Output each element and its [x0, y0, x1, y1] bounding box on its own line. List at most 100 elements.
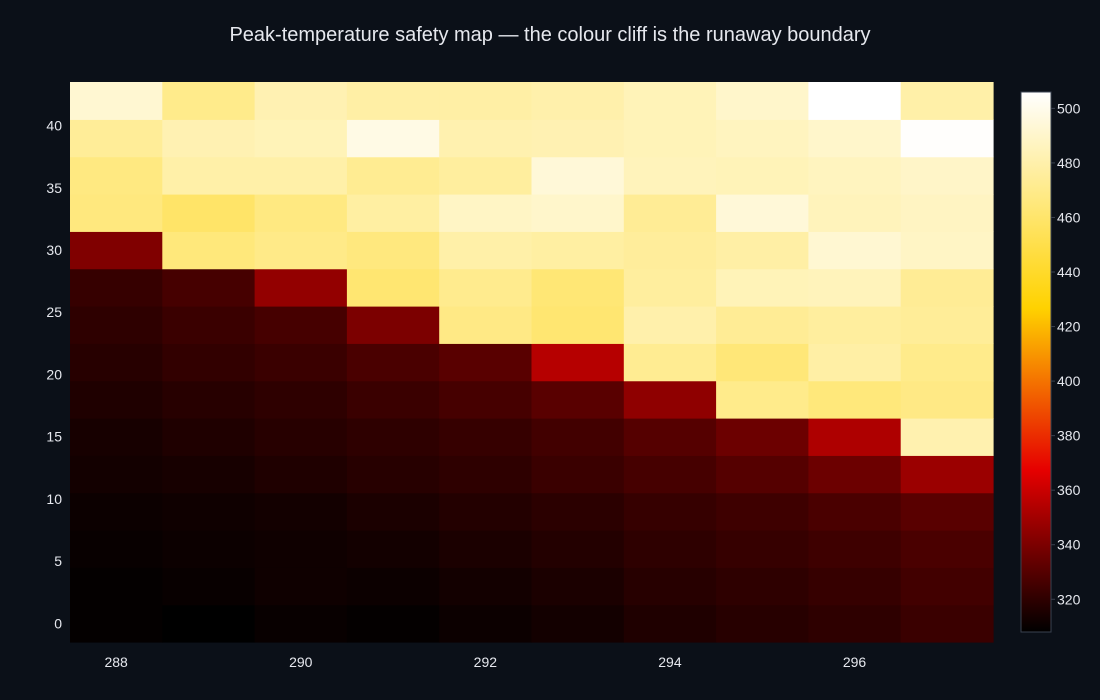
heatmap-cell — [900, 567, 994, 606]
heatmap-cell — [900, 119, 994, 158]
heatmap-cell — [254, 156, 348, 195]
heatmap-cell — [439, 194, 533, 232]
heatmap-cell — [531, 604, 625, 643]
heatmap-cell — [716, 306, 809, 344]
heatmap-cell — [808, 530, 902, 568]
heatmap-cell — [623, 530, 717, 568]
colorbar-tick-label: 360 — [1057, 482, 1081, 498]
heatmap-cell — [346, 530, 440, 568]
heatmap-cell — [346, 380, 440, 419]
heatmap-cell — [716, 194, 809, 232]
x-axis: 288 290 292 294 296 — [104, 654, 866, 670]
x-tick-label: 292 — [474, 654, 498, 670]
colorbar: 320 340 360 380 400 420 440 460 480 500 — [1020, 91, 1081, 633]
x-tick-label: 296 — [843, 654, 867, 670]
heatmap-cell — [162, 231, 256, 270]
colorbar-tick-label: 320 — [1057, 591, 1081, 607]
heatmap-cell — [162, 604, 256, 643]
x-tick-label: 290 — [289, 654, 313, 670]
heatmap-cell — [346, 455, 440, 494]
heatmap-cell — [346, 268, 440, 307]
heatmap-cell — [808, 194, 902, 232]
heatmap-cell — [900, 530, 994, 568]
heatmap-cell — [623, 268, 717, 307]
heatmap-cell — [900, 268, 994, 307]
heatmap-cell — [439, 418, 533, 456]
x-tick-label: 294 — [658, 654, 682, 670]
colorbar-tick-label: 420 — [1057, 319, 1081, 335]
heatmap-cell — [808, 492, 902, 531]
heatmap-cell — [623, 567, 717, 606]
heatmap-cell — [162, 156, 256, 195]
heatmap-cell — [900, 306, 994, 344]
heatmap-cell — [254, 194, 348, 232]
heatmap-cell — [346, 567, 440, 606]
heatmap-cell — [900, 492, 994, 531]
heatmap-cell — [254, 119, 348, 158]
heatmap-cell — [808, 231, 902, 270]
heatmap-cell — [531, 194, 625, 232]
y-tick-label: 15 — [46, 429, 62, 445]
heatmap-cell — [623, 380, 717, 419]
heatmap-cell — [623, 231, 717, 270]
heatmap-cell — [70, 455, 163, 494]
heatmap-cell — [162, 268, 256, 307]
heatmap-cell — [716, 343, 809, 382]
heatmap-cell — [623, 306, 717, 344]
heatmap-cell — [439, 156, 533, 195]
heatmap-cell — [439, 567, 533, 606]
heatmap-cell — [716, 119, 809, 158]
heatmap-cell — [254, 455, 348, 494]
heatmap-cell — [531, 268, 625, 307]
heatmap-cell — [531, 231, 625, 270]
heatmap-cell — [716, 268, 809, 307]
heatmap-cell — [623, 82, 717, 120]
heatmap-cell — [70, 231, 163, 270]
heatmap-cell — [531, 418, 625, 456]
heatmap-cell — [439, 455, 533, 494]
y-tick-label: 40 — [46, 118, 62, 134]
heatmap-cell — [900, 418, 994, 456]
heatmap-cell — [162, 530, 256, 568]
heatmap-cell — [254, 604, 348, 643]
heatmap-cell — [623, 156, 717, 195]
heatmap-cell — [70, 306, 163, 344]
heatmap-cells — [70, 82, 994, 643]
heatmap-cell — [162, 380, 256, 419]
heatmap-cell — [531, 567, 625, 606]
heatmap-cell — [623, 455, 717, 494]
heatmap-cell — [70, 418, 163, 456]
heatmap-cell — [900, 380, 994, 419]
heatmap-cell — [808, 380, 902, 419]
heatmap-cell — [808, 418, 902, 456]
heatmap-cell — [346, 119, 440, 158]
heatmap-cell — [254, 82, 348, 120]
heatmap-cell — [254, 231, 348, 270]
heatmap-cell — [531, 492, 625, 531]
heatmap-cell — [900, 455, 994, 494]
heatmap-cell — [346, 156, 440, 195]
heatmap-cell — [531, 530, 625, 568]
heatmap-cell — [162, 194, 256, 232]
heatmap-cell — [623, 492, 717, 531]
y-tick-label: 10 — [46, 491, 62, 507]
y-tick-label: 20 — [46, 366, 62, 382]
heatmap-cell — [716, 82, 809, 120]
heatmap-cell — [70, 604, 163, 643]
y-tick-label: 0 — [54, 615, 62, 631]
colorbar-tick-label: 400 — [1057, 373, 1081, 389]
heatmap-cell — [254, 530, 348, 568]
heatmap-cell — [531, 343, 625, 382]
y-axis: 0 5 10 15 20 25 30 35 40 — [46, 118, 62, 632]
heatmap-cell — [900, 343, 994, 382]
heatmap-cell — [716, 156, 809, 195]
heatmap-cell — [70, 119, 163, 158]
heatmap-cell — [439, 343, 533, 382]
heatmap-cell — [254, 380, 348, 419]
y-tick-label: 30 — [46, 242, 62, 258]
heatmap-cell — [254, 343, 348, 382]
heatmap-cell — [439, 268, 533, 307]
heatmap-cell — [439, 306, 533, 344]
heatmap-cell — [808, 156, 902, 195]
